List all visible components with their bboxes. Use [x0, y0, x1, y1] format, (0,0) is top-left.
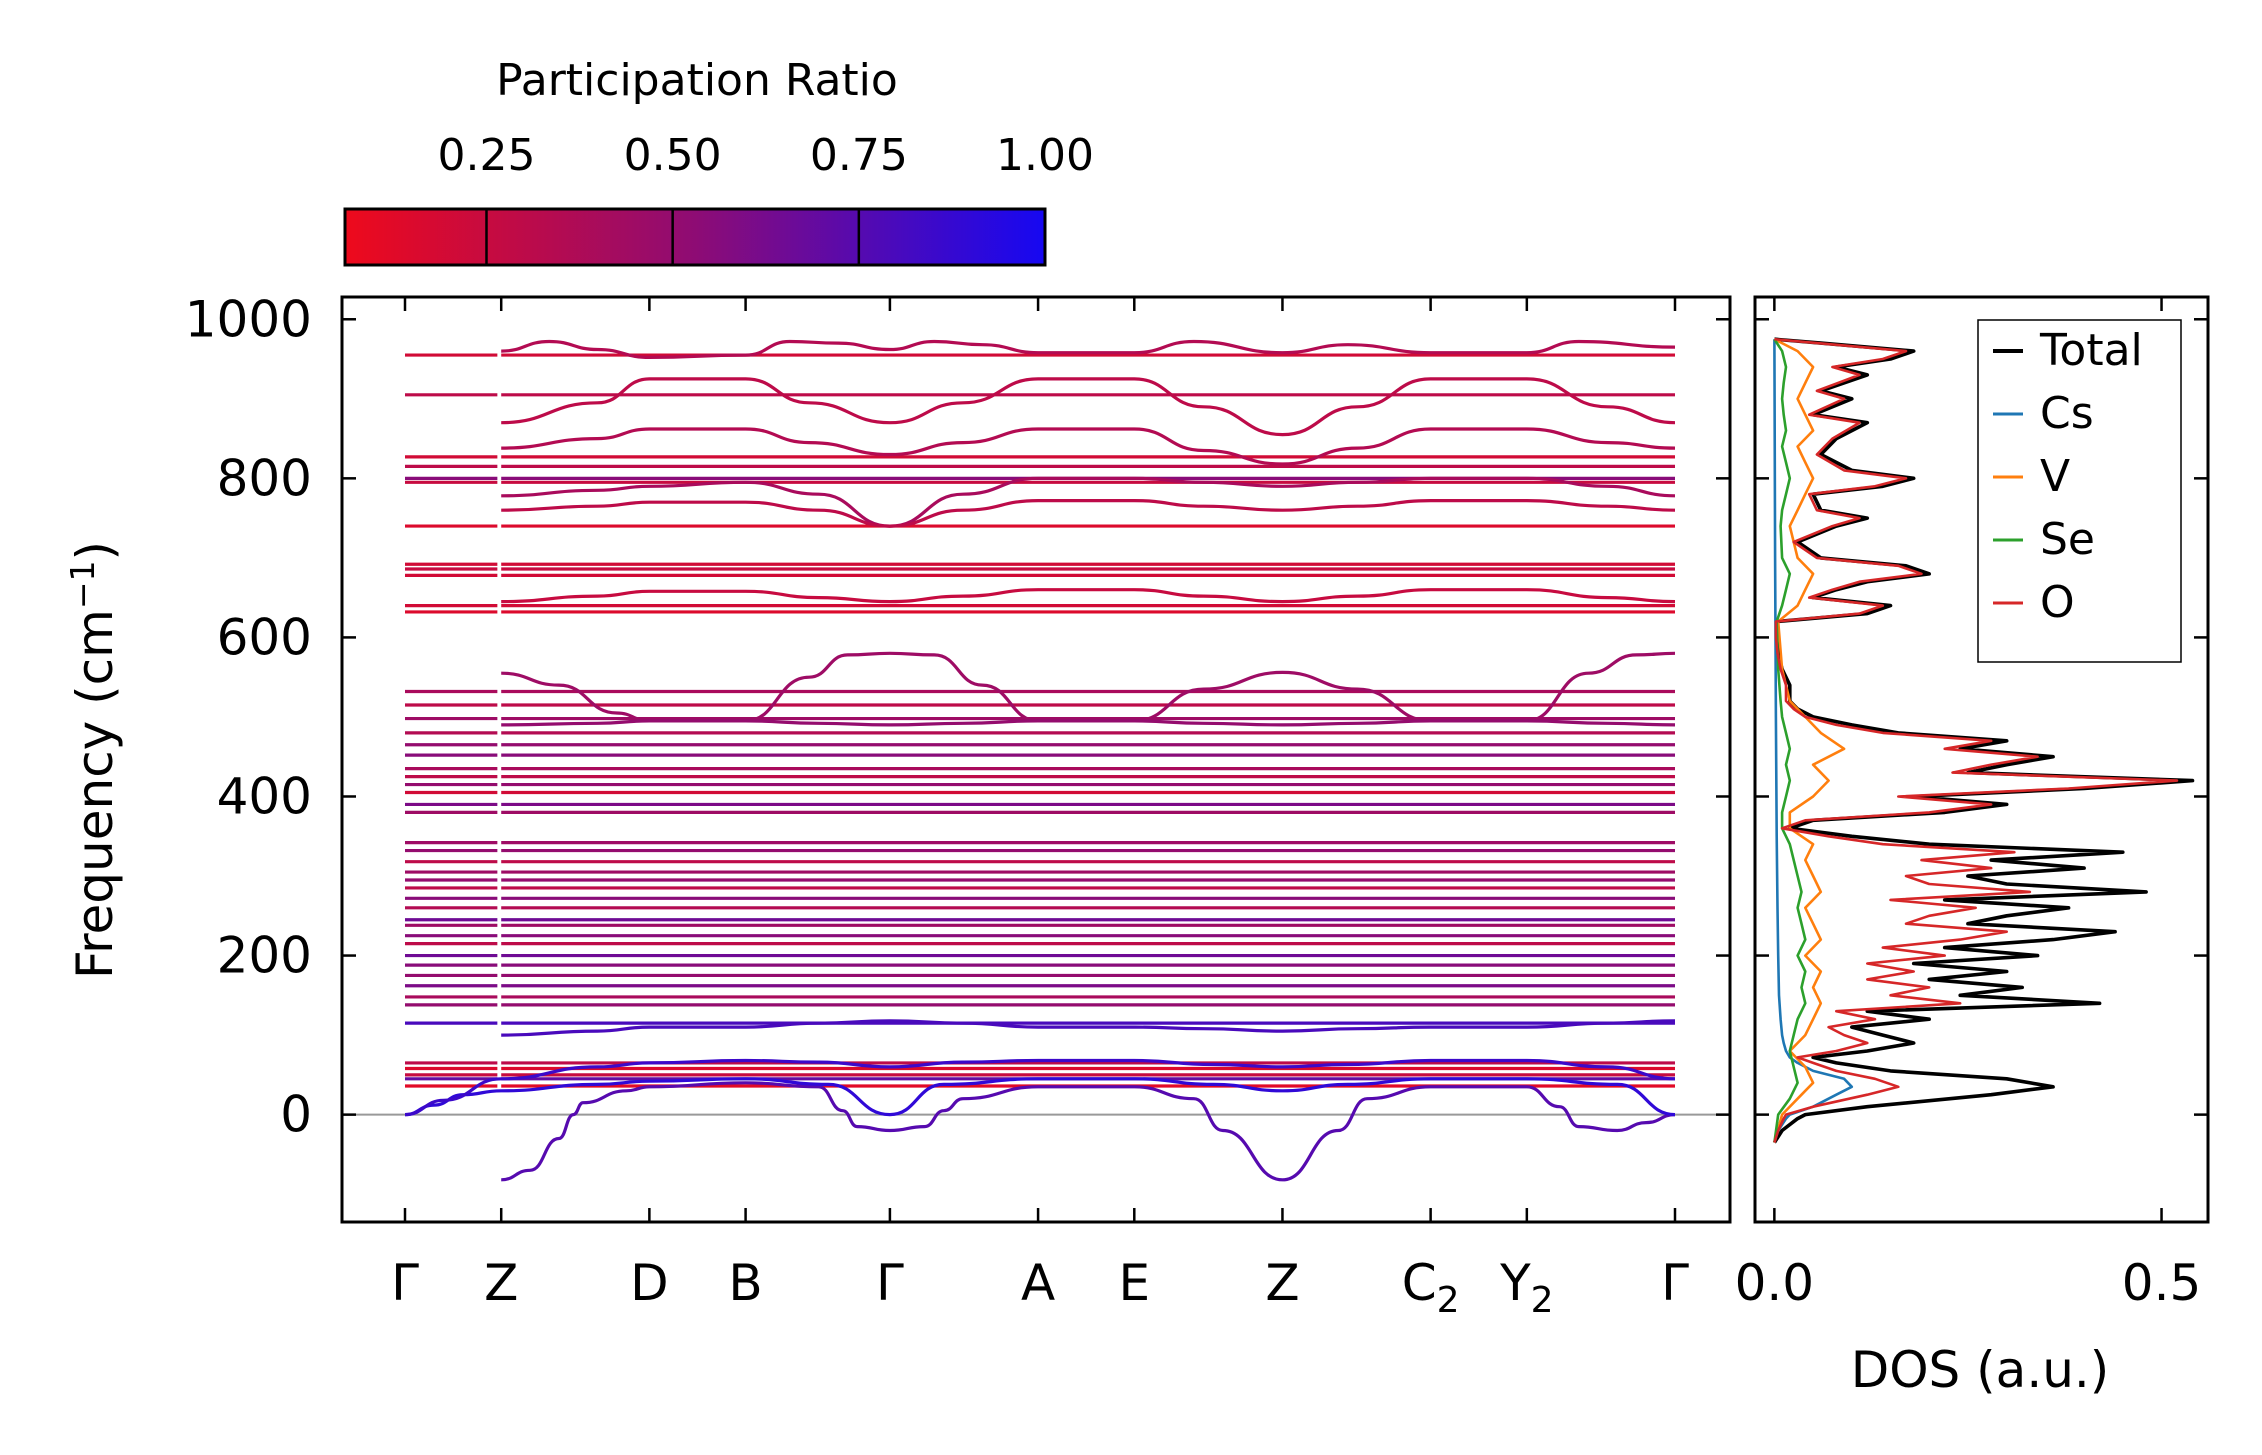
band-y-tick-label: 0 [280, 1086, 312, 1144]
phonon-bands [404, 339, 1676, 1182]
phonon-band [404, 1058, 1676, 1117]
kpoint-label: A [1021, 1254, 1055, 1312]
kpoint-label: Γ [876, 1254, 904, 1312]
colorbar-tick-label: 0.50 [624, 130, 722, 181]
kpoint-label: C2 [1402, 1254, 1460, 1321]
dos-curves [1772, 337, 2195, 1144]
band-y-tick-label: 1000 [185, 290, 312, 348]
band-kpoint-ticks: Γ Z D B Γ A E Z C2 Y2 Γ [391, 297, 1689, 1321]
legend-label: Total [2039, 325, 2143, 376]
legend-label: Cs [2040, 388, 2094, 439]
kpoint-label: Γ [1661, 1254, 1689, 1312]
dos-axis-label: DOS (a.u.) [1851, 1341, 2110, 1399]
dos-y-ticks [1755, 318, 2208, 1116]
phonon-band [404, 1077, 1676, 1117]
kpoint-label: Z [1265, 1254, 1299, 1312]
colorbar-gradient [343, 207, 1047, 267]
dos-series-o [1773, 337, 2179, 1143]
phonon-band [501, 1081, 1676, 1182]
dos-legend: Total Cs V Se O [1977, 319, 2182, 663]
colorbar-tick-labels: 0.25 0.50 0.75 1.00 [438, 130, 1094, 181]
kpoint-label: Γ [391, 1254, 419, 1312]
dos-x-tick-label: 0.0 [1735, 1254, 1815, 1312]
band-structure-panel: 0 200 400 600 800 1000 Γ Z D B Γ A E Z C2 Y2 Γ Frequenc… [63, 290, 1732, 1321]
dos-x-tick-label: 0.5 [2122, 1254, 2202, 1312]
colorbar-ticks [485, 209, 861, 265]
dos-axes-frame [1753, 295, 2210, 1224]
phonon-band [501, 588, 1676, 604]
phonon-band [501, 719, 1676, 727]
band-y-tick-label: 800 [217, 449, 312, 507]
colorbar: Participation Ratio 0.25 0.50 0.75 1.00 [343, 55, 1094, 267]
legend-frame [1977, 319, 2182, 663]
phonon-band [501, 651, 1676, 723]
kpoint-label: E [1118, 1254, 1150, 1312]
dos-panel: 0.0 0.5 DOS (a.u.) Total Cs V Se O [1735, 295, 2210, 1399]
colorbar-tick-label: 0.75 [810, 130, 908, 181]
band-axes-frame [340, 295, 1732, 1224]
dos-x-ticks: 0.0 0.5 [1735, 297, 2202, 1312]
frequency-axis-label: Frequency (cm−1) [63, 541, 124, 979]
dos-series-se [1773, 338, 1807, 1143]
legend-label: V [2040, 451, 2070, 502]
kpoint-label: Z [484, 1254, 518, 1312]
phonon-band [501, 427, 1676, 466]
phonon-band [501, 498, 1676, 528]
phonon-band [501, 339, 1676, 360]
phonon-band [501, 1019, 1676, 1037]
kpoint-label: Y2 [1499, 1254, 1553, 1321]
legend-label: Se [2040, 514, 2095, 565]
band-y-tick-label: 200 [217, 927, 312, 985]
colorbar-title: Participation Ratio [496, 55, 898, 106]
band-y-ticks: 0 200 400 600 800 1000 [185, 290, 1730, 1144]
colorbar-tick-label: 0.25 [438, 130, 536, 181]
colorbar-tick-label: 1.00 [996, 130, 1094, 181]
band-y-tick-label: 600 [217, 608, 312, 666]
legend-label: O [2040, 577, 2075, 628]
band-y-tick-label: 400 [217, 767, 312, 825]
dos-series-v [1773, 338, 1846, 1143]
phonon-band [501, 377, 1676, 437]
kpoint-label: D [630, 1254, 669, 1312]
kpoint-label: B [728, 1254, 762, 1312]
phonon-band [501, 476, 1676, 528]
